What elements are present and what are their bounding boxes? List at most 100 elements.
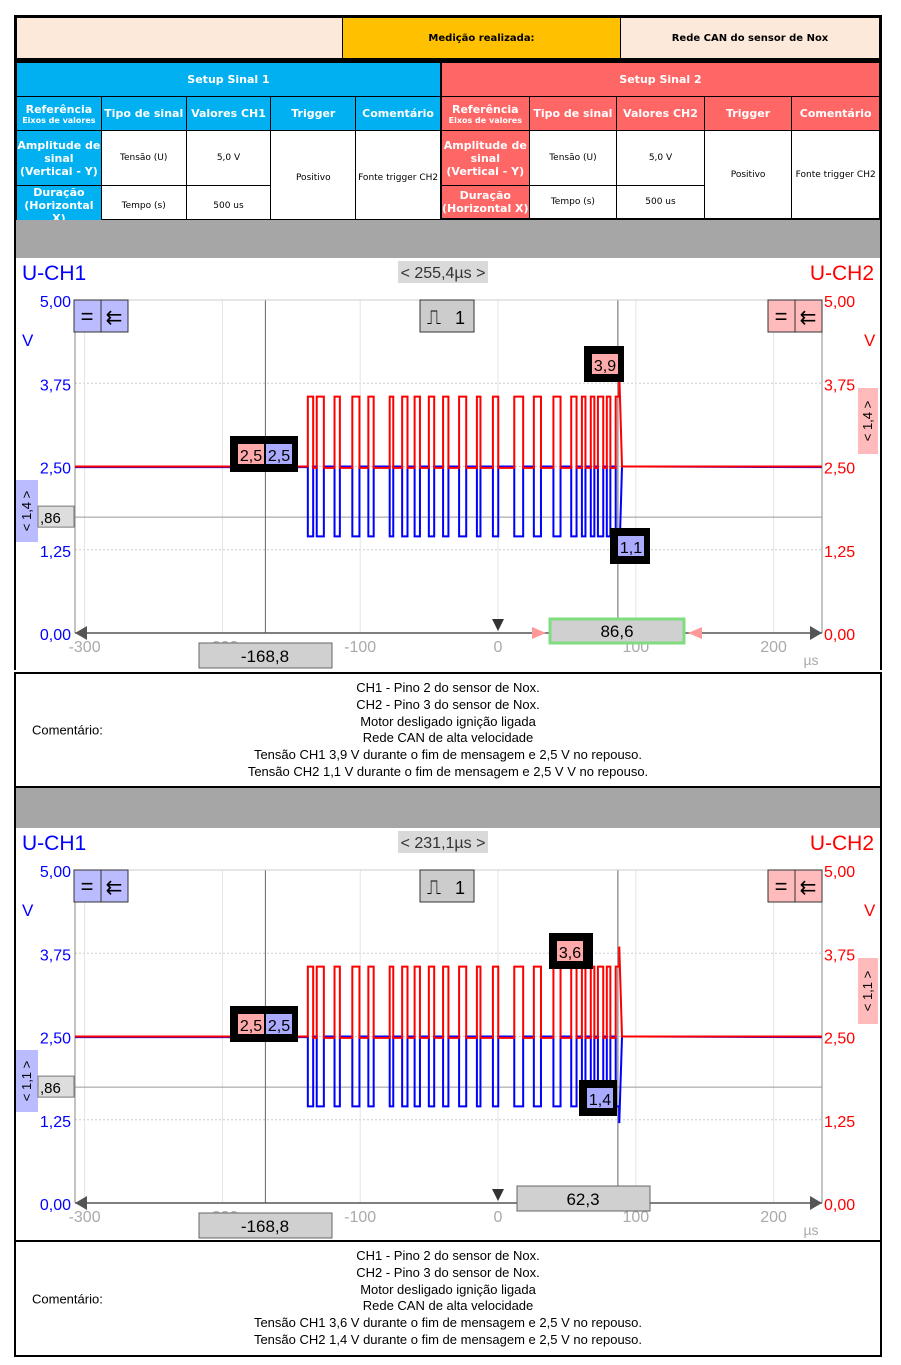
trigger-value: Positivo [703, 130, 793, 219]
ch2-zoom-scale[interactable] [858, 388, 878, 454]
y-tick-ch2: 2,50 [824, 461, 855, 478]
x-tick: 200 [760, 639, 787, 656]
header-bar: Medição realizada: Rede CAN do sensor de… [14, 15, 882, 61]
ch2-waveform [75, 946, 822, 1039]
marker-bg [266, 1014, 292, 1034]
x-unit: µs [803, 652, 818, 668]
cursor-1-value: -168,8 [241, 647, 289, 666]
cursor-2-box[interactable] [548, 617, 686, 645]
trigger-control[interactable] [419, 869, 475, 903]
y-tick-ch1: 1,25 [40, 544, 71, 561]
delta-time: < 255,4µs > [401, 265, 486, 282]
y-tick-ch1: 2,50 [40, 1031, 71, 1048]
duration-type: Tempo (s) [100, 185, 187, 226]
ch1-title: U-CH1 [22, 262, 86, 285]
col-values: Valores CH2 [616, 96, 705, 131]
ch2-zoom-value: < 1,1 > [860, 971, 875, 1011]
duration-type: Tempo (s) [528, 185, 618, 219]
delta-time: < 231,1µs > [401, 835, 486, 852]
ch2-zoom-scale[interactable] [858, 958, 878, 1024]
y-tick-ch2: 1,25 [824, 544, 855, 561]
ch1-zoom-value: < 1,1 > [19, 1061, 34, 1101]
arrows-left-icon: ⇇ [106, 877, 123, 899]
reference-level-box [37, 505, 75, 528]
y-tick-ch2: 5,00 [824, 294, 855, 311]
col-comment: Comentário [355, 96, 441, 131]
comment-value: Fonte trigger CH2 [791, 130, 880, 219]
y-tick-ch1: 1,25 [40, 1114, 71, 1131]
y-tick-ch1: 5,00 [40, 294, 71, 311]
marker-bg [557, 941, 583, 961]
marker-value: 2,5 [240, 1018, 262, 1035]
setup-tables: Setup Sinal 1 Referência Eixos de valores… [14, 60, 882, 226]
comment-line: Tensão CH1 3,6 V durante o fim de mensag… [253, 1315, 643, 1331]
setup-signal-1: Setup Sinal 1 Referência Eixos de valores… [16, 62, 441, 226]
marker-bg [238, 444, 264, 464]
arrows-left-icon: ⇇ [106, 307, 123, 329]
col-reference-sub: Eixos de valores [448, 115, 522, 125]
reference-level: ,86 [40, 1080, 61, 1097]
cursor-2-value: 86,6 [600, 622, 633, 641]
comment-line: Rede CAN de alta velocidade [362, 1298, 534, 1314]
equals-icon: = [81, 874, 94, 899]
row-amplitude: Amplitude de sinal [443, 138, 527, 165]
setup-title: Setup Sinal 1 [16, 62, 441, 97]
cursor-2-box[interactable] [516, 1185, 651, 1212]
ch1-zoom-value: < 1,4 > [19, 491, 34, 531]
y-tick-ch1: 2,50 [40, 461, 71, 478]
comment-line: CH1 - Pino 2 do sensor de Nox. [356, 680, 540, 695]
comment-line: Tensão CH2 1,4 V durante o fim de mensag… [253, 1331, 643, 1347]
trigger-value: Positivo [270, 130, 357, 226]
comment-label: Comentário: [32, 1291, 103, 1306]
comment-label: Comentário: [32, 722, 103, 738]
unit-v-ch2: V [864, 331, 876, 350]
y-tick-ch1: 3,75 [40, 947, 71, 964]
x-tick: -100 [344, 639, 376, 656]
unit-v-ch2: V [864, 901, 876, 920]
marker-bg [238, 1014, 264, 1034]
setup-title: Setup Sinal 2 [441, 62, 880, 97]
trigger-control[interactable] [419, 299, 475, 333]
col-signal-type: Tipo de sinal [528, 96, 618, 131]
reference-level-box [37, 1075, 75, 1098]
x-unit: µs [803, 1222, 818, 1238]
separator-bar [14, 788, 882, 828]
marker-bg [618, 536, 644, 556]
trigger-edge-icon: ⎍ [427, 877, 441, 899]
ch1-zoom-scale[interactable] [16, 1050, 38, 1112]
cursor-2-value: 62,3 [566, 1190, 599, 1209]
delta-time-box [398, 831, 488, 853]
cursor-right-arrow-icon [688, 627, 702, 639]
comment-box-2: Comentário: CH1 - Pino 2 do sensor de No… [14, 1240, 882, 1357]
cursor-1-box[interactable] [198, 1212, 333, 1239]
ch1-title: U-CH1 [22, 832, 86, 855]
unit-v-ch1: V [22, 331, 34, 350]
duration-value: 500 us [185, 185, 272, 226]
comment-line: CH1 - Pino 2 do sensor de Nox. [356, 1248, 540, 1263]
x-tick: 0 [494, 639, 503, 656]
row-amplitude: Amplitude de sinal [17, 138, 101, 165]
trigger-position-icon [492, 1189, 504, 1201]
y-tick-ch2: 2,50 [824, 1031, 855, 1048]
x-tick: -300 [69, 1209, 101, 1226]
cursor-1-value: -168,8 [241, 1217, 289, 1236]
y-tick-ch1: 3,75 [40, 377, 71, 394]
comment-line: CH2 - Pino 3 do sensor de Nox. [356, 696, 540, 712]
y-tick-ch1: 0,00 [40, 1197, 71, 1214]
col-values: Valores CH1 [185, 96, 272, 131]
duration-value: 500 us [616, 185, 705, 219]
separator-bar [14, 220, 882, 258]
trigger-edge-icon: ⎍ [427, 307, 441, 329]
trigger-position-icon [492, 619, 504, 631]
arrows-left-icon: ⇇ [800, 307, 817, 329]
marker-value: 1,4 [589, 1092, 611, 1109]
ch1-zoom-scale[interactable] [16, 480, 38, 542]
ch2-title: U-CH2 [810, 262, 874, 285]
cursor-1-box[interactable] [198, 642, 333, 669]
col-reference: Referência [451, 102, 519, 116]
reference-level: ,86 [40, 510, 61, 527]
comment-line: Motor desligado ignição ligada [360, 1281, 536, 1297]
y-tick-ch2: 1,25 [824, 1114, 855, 1131]
ch2-waveform [75, 373, 822, 469]
comment-box-1: Comentário: CH1 - Pino 2 do sensor de No… [14, 672, 882, 788]
